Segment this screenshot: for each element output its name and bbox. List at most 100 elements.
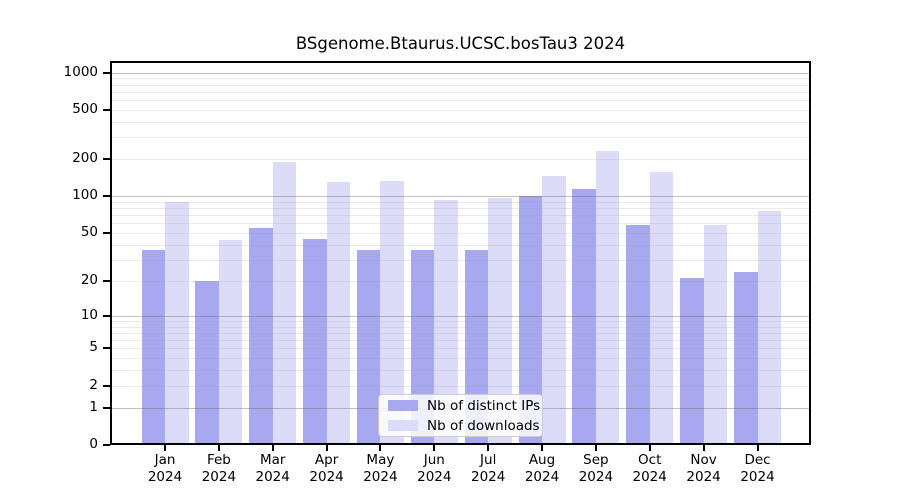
bar-downloads-aug (542, 176, 566, 445)
bar-downloads-dec (757, 210, 781, 445)
legend-swatch-distinct-ips (388, 400, 418, 411)
gridline-minor (111, 385, 810, 387)
gridline-minor (111, 84, 810, 86)
bar-downloads-nov (703, 225, 728, 445)
bar-distinct-ips-feb (195, 280, 219, 445)
bar-distinct-ips-nov (680, 278, 704, 445)
legend: Nb of distinct IPs Nb of downloads (378, 394, 543, 437)
x-tick-mark (541, 445, 543, 451)
x-tick-mark (702, 445, 705, 451)
gridline-minor (111, 137, 810, 139)
y-tick-label: 20 (80, 271, 98, 288)
y-tick-label: 100 (72, 187, 98, 204)
gridline-minor (111, 208, 810, 210)
y-tick-mark (103, 108, 110, 111)
y-tick-label: 50 (80, 224, 98, 241)
bar-distinct-ips-aug (518, 196, 542, 445)
gridline-minor (111, 159, 810, 161)
x-axis-spine (110, 443, 811, 445)
x-tick-mark (325, 445, 328, 451)
y-axis-spine (110, 61, 112, 445)
y-tick-mark (103, 314, 110, 317)
bar-distinct-ips-may (356, 250, 381, 445)
gridline-minor (111, 244, 810, 246)
y-tick-mark (103, 279, 110, 282)
x-tick-mark (756, 445, 759, 451)
y-tick-label: 1 (89, 398, 98, 415)
y-tick-mark (103, 384, 110, 387)
plot-area (110, 61, 811, 445)
gridline-minor (111, 121, 810, 123)
y-tick-label: 0 (89, 436, 98, 452)
bar-downloads-jul (488, 197, 512, 445)
y-tick-label: 500 (72, 100, 98, 117)
x-tick-mark (164, 445, 166, 451)
y-tick-label: 5 (89, 339, 98, 356)
gridline-minor (111, 100, 810, 102)
bar-downloads-jan (165, 201, 189, 445)
x-tick-label-mar: Mar 2024 (255, 452, 290, 485)
x-tick-mark (594, 445, 597, 451)
gridline-minor (111, 259, 810, 261)
right-spine (809, 61, 811, 445)
y-tick-mark (103, 71, 110, 74)
legend-label-distinct-ips: Nb of distinct IPs (427, 397, 541, 414)
legend-label-downloads: Nb of downloads (427, 417, 540, 434)
x-tick-label-apr: Apr 2024 (309, 452, 344, 485)
x-tick-label-may: May 2024 (363, 452, 398, 485)
bar-downloads-sep (595, 150, 620, 445)
x-tick-label-jun: Jun 2024 (417, 452, 452, 485)
y-tick-mark (103, 158, 110, 161)
y-tick-mark (103, 406, 110, 409)
bar-downloads-may (380, 181, 404, 445)
bar-downloads-jun (434, 200, 458, 445)
gridline-minor (111, 233, 810, 235)
bar-distinct-ips-sep (572, 188, 596, 445)
bar-downloads-feb (218, 239, 243, 445)
gridline-minor (111, 370, 810, 372)
y-tick-label: 2 (89, 376, 98, 393)
y-tick-label: 200 (72, 150, 98, 167)
legend-item-downloads: Nb of downloads (385, 416, 540, 436)
gridline-major (111, 72, 810, 74)
y-tick-mark (103, 444, 110, 446)
gridline-minor (111, 348, 810, 350)
gridline-major (111, 315, 810, 317)
y-tick-label: 1000 (63, 63, 98, 80)
bar-distinct-ips-dec (734, 271, 758, 445)
x-tick-label-sep: Sep 2024 (578, 452, 614, 485)
chart-title: BSgenome.Btaurus.UCSC.bosTau3 2024 (295, 34, 626, 53)
bar-distinct-ips-apr (303, 238, 327, 445)
bar-downloads-oct (649, 172, 674, 445)
gridline-minor (111, 340, 810, 342)
legend-item-distinct-ips: Nb of distinct IPs (385, 396, 540, 416)
gridline-minor (111, 78, 810, 80)
x-tick-mark (379, 445, 382, 451)
gridline-minor (111, 358, 810, 360)
top-spine (110, 61, 811, 63)
bar-distinct-ips-mar (249, 228, 273, 445)
bar-downloads-mar (272, 161, 297, 445)
gridline-major (111, 196, 810, 198)
x-tick-mark (433, 445, 436, 451)
legend-swatch-downloads (388, 420, 418, 431)
gridline-minor (111, 223, 810, 225)
x-tick-mark (487, 445, 490, 451)
y-tick-label: 10 (80, 306, 98, 323)
gridline-minor (111, 326, 810, 328)
gridline-minor (111, 215, 810, 217)
gridline-minor (111, 320, 810, 322)
x-tick-label-aug: Aug 2024 (524, 452, 560, 485)
bar-distinct-ips-oct (626, 225, 650, 445)
x-tick-label-jan: Jan 2024 (147, 452, 183, 485)
gridline-minor (111, 109, 810, 111)
y-tick-mark (103, 195, 110, 198)
x-tick-mark (217, 445, 220, 451)
x-tick-label-feb: Feb 2024 (201, 452, 237, 485)
x-tick-label-dec: Dec 2024 (740, 452, 775, 485)
gridline-minor (111, 91, 810, 93)
gridline-minor (111, 332, 810, 334)
x-tick-mark (271, 445, 274, 451)
y-tick-mark (103, 232, 110, 235)
